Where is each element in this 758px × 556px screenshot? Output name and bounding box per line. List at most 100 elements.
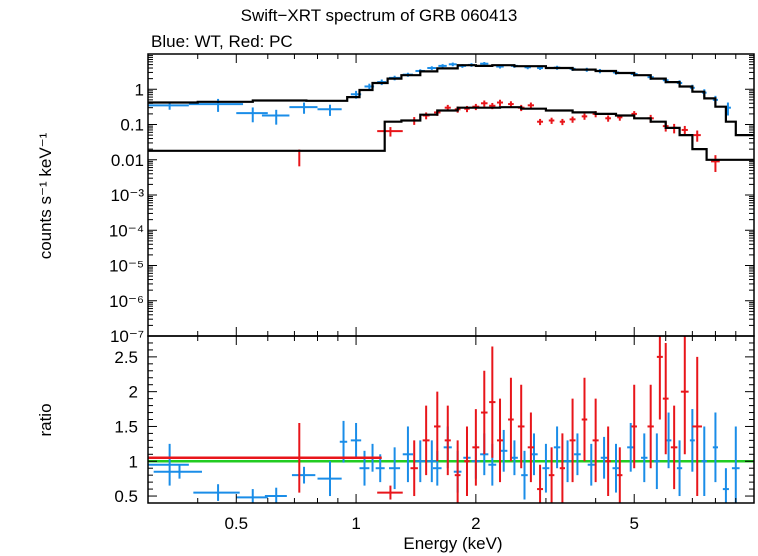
series-pc-model — [148, 106, 754, 161]
panel-frames: 0.5 1 2 5 1 0.1 0.01 10⁻³ 10⁻⁴ 10⁻⁵ 10⁻⁶ 10⁻⁷ 0.5 1 1.… — [109, 53, 755, 533]
ratio-point — [434, 391, 441, 462]
y-tick-label: 10⁻⁷ — [110, 327, 144, 346]
ratio-point — [676, 440, 683, 497]
data-point — [317, 104, 342, 116]
ratio-point — [496, 398, 503, 483]
data-point — [377, 127, 403, 137]
ratio-point — [508, 377, 514, 462]
data-point — [548, 117, 555, 124]
ratio-point — [444, 405, 451, 476]
ratio-point — [581, 377, 588, 462]
ratio-point — [193, 484, 240, 501]
ratio-point — [662, 342, 669, 455]
y-tick-label: 0.1 — [120, 116, 144, 135]
ratio-y-tick-label: 1.5 — [114, 417, 138, 436]
y-tick-label: 10⁻⁴ — [109, 221, 144, 240]
ratio-point — [350, 422, 362, 458]
model-line — [148, 64, 754, 137]
ratio-y-tick-label: 2.5 — [114, 348, 138, 367]
ratio-point — [548, 447, 555, 503]
ratio-point — [148, 443, 189, 486]
x-axis-label: Energy (keV) — [403, 534, 503, 553]
ratio-point — [640, 433, 648, 483]
ratio-point — [464, 426, 470, 497]
ratio-point — [617, 447, 623, 503]
y-tick-label: 1 — [135, 80, 144, 99]
ratio-point — [527, 412, 535, 483]
y-tick-label: 10⁻⁵ — [109, 257, 144, 276]
ratio-point — [653, 433, 660, 490]
ratio-point — [592, 398, 599, 483]
data-point — [559, 118, 566, 126]
data-point — [681, 125, 688, 136]
data-point — [261, 109, 290, 125]
chart-subtitle: Blue: WT, Red: PC — [151, 32, 293, 51]
data-point — [427, 66, 437, 70]
ratio-point — [605, 426, 611, 497]
data-point — [569, 116, 576, 123]
ratio-point — [537, 464, 544, 503]
ratio-point — [600, 436, 608, 479]
data-point — [236, 107, 268, 123]
ratio-point — [427, 440, 437, 483]
ratio-point — [670, 405, 678, 490]
ratio-point — [542, 443, 550, 493]
model-line — [148, 106, 754, 161]
ratio-point — [410, 440, 418, 497]
y-tick-label: 0.01 — [111, 151, 144, 170]
ratio-point — [389, 447, 401, 490]
ratio-point — [422, 405, 430, 476]
ratio-point — [553, 426, 561, 469]
ratio-point — [680, 336, 689, 455]
spectrum-frame — [147, 53, 755, 337]
x-tick-label: 2 — [471, 514, 480, 533]
data-point — [605, 115, 611, 122]
ratio-point — [701, 426, 708, 497]
x-tick-label: 0.5 — [224, 514, 248, 533]
series-wt-model — [148, 64, 754, 137]
ratio-point — [712, 412, 719, 483]
data-point — [693, 130, 701, 142]
ratio-point — [415, 440, 425, 483]
ratio-y-tick-label: 1 — [129, 452, 138, 471]
ratio-point — [377, 485, 403, 500]
data-point — [496, 99, 503, 106]
ratio-point — [569, 398, 576, 483]
ratio-series-pc — [298, 336, 702, 503]
spectrum-panel — [148, 61, 754, 172]
ratio-point — [500, 429, 508, 472]
data-point — [581, 113, 588, 120]
ratio-panel — [148, 336, 754, 503]
ratio-point — [339, 420, 348, 463]
ratio-y-tick-label: 0.5 — [114, 487, 138, 506]
ratio-point — [689, 409, 695, 472]
ratio-point — [631, 384, 637, 469]
ratio-point — [510, 440, 518, 476]
ratio-point — [291, 466, 316, 484]
ratio-point — [521, 450, 528, 500]
x-tick-label: 5 — [629, 514, 638, 533]
ratio-point — [722, 468, 729, 503]
ratio-point — [359, 450, 370, 486]
ratio-point — [472, 409, 480, 486]
y-tick-label: 10⁻⁶ — [109, 292, 144, 311]
ratio-point — [587, 443, 595, 486]
ratio-point — [402, 426, 413, 483]
ratio-point — [454, 440, 461, 503]
data-point — [448, 62, 457, 67]
ratio-point — [563, 440, 572, 483]
data-point — [711, 155, 720, 172]
ratio-frame — [147, 335, 755, 504]
data-point — [438, 64, 447, 68]
data-point — [289, 102, 318, 114]
ratio-point — [317, 461, 342, 497]
ratio-point — [559, 433, 566, 503]
ratio-point — [517, 384, 525, 469]
x-tick-label: 1 — [351, 514, 360, 533]
data-point — [422, 112, 430, 120]
y-tick-label: 10⁻³ — [110, 186, 144, 205]
ratio-point — [647, 384, 654, 469]
ratio-point — [489, 346, 496, 458]
ratio-y-tick-label: 2 — [129, 383, 138, 402]
